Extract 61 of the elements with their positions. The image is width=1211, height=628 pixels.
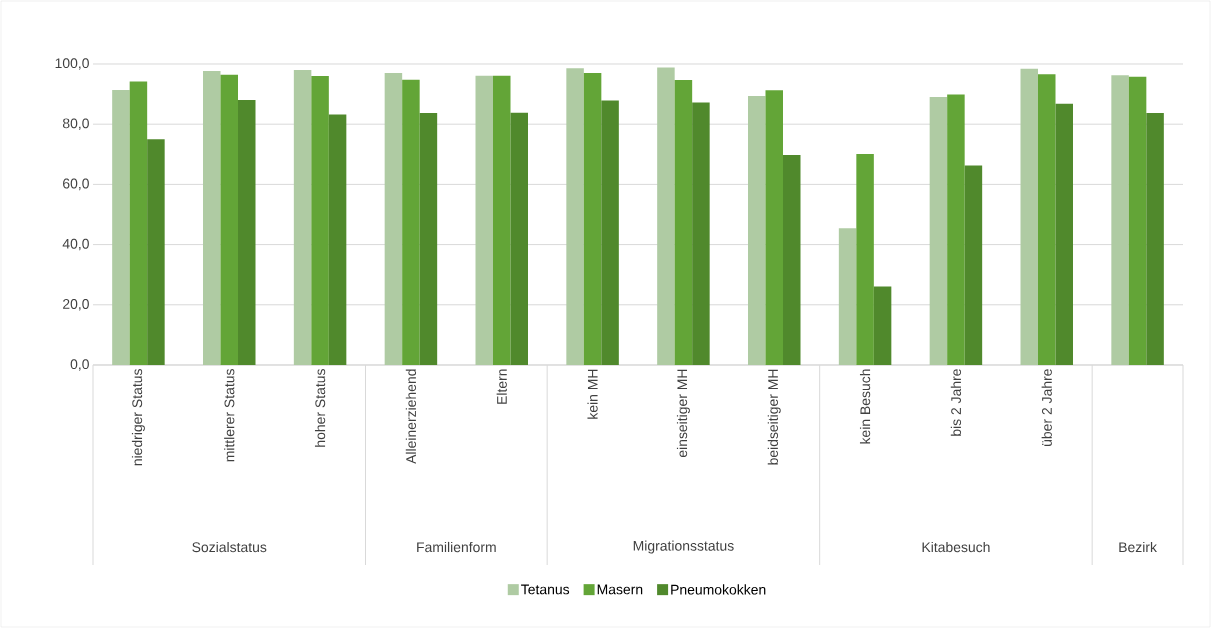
y-tick-label: 80,0 bbox=[62, 118, 89, 130]
bar bbox=[1128, 76, 1147, 365]
text: Bezirk bbox=[1119, 541, 1157, 553]
bar bbox=[929, 97, 948, 365]
x-tick-label: niedriger Status bbox=[131, 369, 145, 466]
y-tick-label: 20,0 bbox=[63, 299, 89, 311]
bar bbox=[566, 68, 584, 365]
bar bbox=[964, 165, 983, 365]
bar bbox=[1111, 75, 1129, 365]
x-tick-label: hoher Status bbox=[314, 369, 326, 447]
x-tick-label: bis 2 Jahre bbox=[950, 369, 962, 436]
bar bbox=[147, 139, 165, 365]
bar bbox=[692, 102, 710, 365]
bar bbox=[328, 114, 347, 365]
bar bbox=[748, 95, 766, 365]
x-tick-label: einseitiger MH bbox=[676, 369, 690, 458]
bar bbox=[129, 81, 148, 365]
x-tick-label: kein MH bbox=[587, 369, 598, 419]
x-tick-label: Eltern bbox=[496, 369, 507, 404]
bar bbox=[674, 79, 693, 365]
bar bbox=[1146, 113, 1164, 365]
legend-label: Tetanus bbox=[521, 584, 570, 595]
bar bbox=[419, 113, 438, 365]
bar bbox=[947, 94, 965, 365]
bar bbox=[402, 79, 420, 365]
legend-label: Pneumokokken bbox=[671, 584, 766, 595]
bar bbox=[838, 228, 857, 365]
bar bbox=[873, 286, 892, 365]
bar bbox=[493, 75, 511, 365]
y-tick-label: 0,0 bbox=[70, 359, 89, 371]
bar bbox=[384, 73, 403, 365]
bar bbox=[583, 73, 602, 365]
bar bbox=[783, 154, 801, 365]
bar bbox=[293, 70, 312, 365]
bar bbox=[220, 74, 238, 365]
text: Kitabesuch bbox=[922, 541, 990, 553]
bar bbox=[475, 75, 493, 365]
bar bbox=[510, 112, 528, 365]
x-tick-label: mittlerer Status bbox=[224, 369, 235, 462]
x-tick-label: Alleinerziehend bbox=[405, 369, 417, 464]
x-tick-label: über 2 Jahre bbox=[1041, 369, 1052, 446]
text: Sozialstatus bbox=[192, 541, 267, 553]
bar bbox=[1020, 68, 1038, 365]
bar bbox=[601, 100, 619, 365]
bar bbox=[765, 90, 783, 365]
bar bbox=[1038, 74, 1056, 365]
bar bbox=[856, 154, 874, 365]
x-tick-label: beidseitiger MH bbox=[767, 369, 781, 465]
y-tick-label: 60,0 bbox=[63, 178, 89, 191]
bar bbox=[238, 100, 256, 365]
y-tick-label: 100,0 bbox=[55, 58, 89, 70]
bar bbox=[1055, 103, 1073, 365]
bar bbox=[112, 89, 130, 365]
x-tick-label: kein Besuch bbox=[859, 369, 871, 444]
y-tick-label: 40,0 bbox=[62, 238, 89, 251]
bar bbox=[311, 76, 329, 365]
bar bbox=[657, 67, 675, 365]
bar bbox=[203, 70, 221, 365]
legend-label: Masern bbox=[597, 584, 643, 595]
text: Familienform bbox=[417, 541, 496, 553]
text: Migrationsstatus bbox=[633, 540, 734, 554]
